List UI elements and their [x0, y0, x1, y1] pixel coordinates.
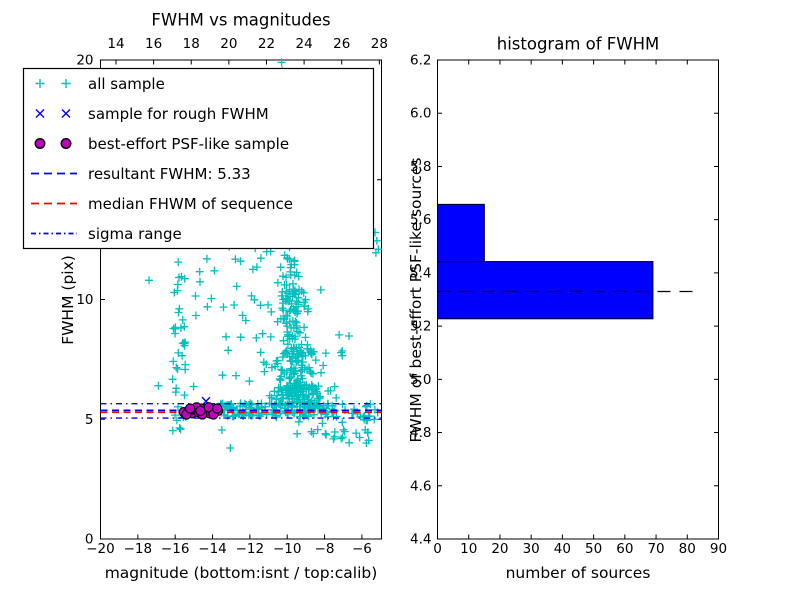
hist-bar-0: [437, 261, 654, 320]
tick-label: 60: [616, 541, 633, 557]
tick-label: 20: [76, 53, 93, 69]
legend-marker-plus: [35, 79, 71, 88]
legend-label-median-fwhm: median FHWM of sequence: [88, 194, 293, 213]
tick-label: 5.0: [410, 372, 431, 388]
psf-sample-points: [178, 402, 224, 420]
tick-label: 30: [523, 541, 540, 557]
tick-label: 26: [333, 36, 350, 52]
tick-label: 5: [85, 412, 94, 428]
tick-label: 5.4: [410, 265, 431, 281]
all-sample-points: [145, 58, 383, 452]
right-plot-xlabel: number of sources: [505, 564, 651, 582]
tick-label: 0: [433, 541, 442, 557]
tick-label: 4.8: [410, 425, 431, 441]
tick-label: 20: [491, 541, 508, 557]
tick-label: 5.2: [410, 319, 431, 335]
tick-label: 6.2: [410, 53, 431, 69]
legend-label-sigma-range: sigma range: [88, 224, 182, 243]
tick-label: −12: [236, 541, 265, 557]
left-plot-xlabel: magnitude (bottom:isnt / top:calib): [104, 564, 378, 582]
tick-label: 18: [183, 36, 200, 52]
tick-label: 50: [585, 541, 602, 557]
legend-label-psf-sample: best-effort PSF-like sample: [88, 134, 290, 153]
tick-label: −6: [352, 541, 372, 557]
right-plot-title: histogram of FWHM: [496, 34, 660, 54]
tick-label: −8: [315, 541, 335, 557]
tick-label: 28: [371, 36, 388, 52]
tick-label: 16: [145, 36, 162, 52]
tick-label: −20: [86, 541, 115, 557]
legend-label-resultant-fwhm: resultant FWHM: 5.33: [88, 164, 251, 183]
tick-label: −16: [161, 541, 190, 557]
left-plot-ylabel: FWHM (pix): [59, 255, 77, 345]
legend-label-all-sample: all sample: [88, 74, 165, 93]
tick-label: −18: [124, 541, 153, 557]
legend-label-rough-fwhm: sample for rough FWHM: [88, 104, 269, 123]
tick-label: −14: [198, 541, 227, 557]
tick-label: 90: [710, 541, 727, 557]
legend-marker-circle: [34, 137, 72, 149]
tick-label: 4.6: [410, 478, 431, 494]
tick-label: 6.0: [410, 106, 431, 122]
tick-label: 14: [107, 36, 124, 52]
tick-label: 20: [220, 36, 237, 52]
tick-label: 70: [647, 541, 664, 557]
tick-label: 80: [679, 541, 696, 557]
tick-label: 24: [296, 36, 313, 52]
left-plot-title: FWHM vs magnitudes: [151, 10, 331, 30]
tick-label: 10: [76, 292, 93, 308]
tick-label: 22: [258, 36, 275, 52]
right-plot-ylabel: FWHM of best-effort PSF-like sources: [407, 157, 425, 443]
legend-box: [22, 67, 375, 250]
tick-label: −10: [273, 541, 302, 557]
tick-label: 4.4: [410, 532, 431, 548]
tick-label: 5.6: [410, 212, 431, 228]
hist-bar-1: [437, 203, 485, 263]
legend-marker-cross: [35, 109, 71, 118]
tick-label: 0: [85, 532, 94, 548]
tick-label: 5.8: [410, 159, 431, 175]
tick-label: 40: [554, 541, 571, 557]
tick-label: 10: [460, 541, 477, 557]
